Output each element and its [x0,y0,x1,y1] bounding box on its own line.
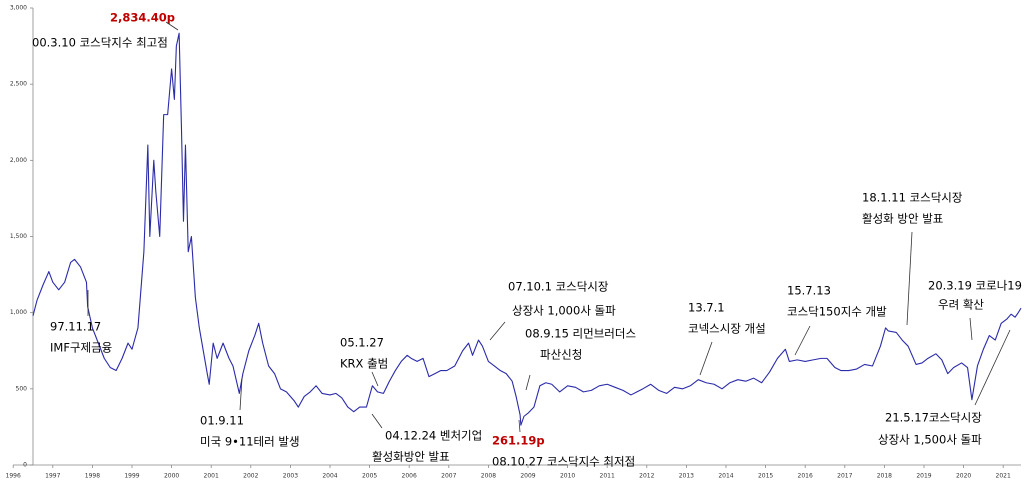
annotation-arrow [518,419,521,433]
index-line [32,32,1022,426]
annotation: 미국 9•11테러 발생 [200,435,300,449]
x-tick-label: 2010 [560,473,575,480]
annotation: 01.9.11 [200,414,244,428]
annotation: 261.19p [492,434,545,448]
x-tick-label: 2005 [362,473,377,480]
x-tick-label: 2006 [402,473,417,480]
x-tick-label: 2007 [441,473,456,480]
annotation: 08.9.15 리먼브러더스 [525,327,636,341]
annotation: 05.1.27 [340,336,384,350]
annotation: 13.7.1 [688,301,725,315]
y-tick-label: 500 [16,385,28,392]
y-tick-label: 1,500 [10,233,27,240]
annotation: 활성화 방안 발표 [862,212,943,226]
x-tick-label: 2011 [600,473,615,480]
x-tick-label: 2002 [243,473,258,480]
annotation-arrow [699,341,713,376]
x-tick-label: 1999 [124,473,139,480]
x-tick-label: 2012 [639,473,654,480]
annotation: 상장사 1,500사 돌파 [878,433,982,447]
y-tick-label: 3,000 [10,5,27,12]
x-tick-label: 1998 [85,473,100,480]
annotation-arrow [371,371,379,387]
annotation: IMF구제금융 [50,341,112,355]
annotation: 04.12.24 벤처기업 [385,429,482,443]
annotation: 08.10.27 코스닥지수 최저점 [492,455,635,469]
y-tick-label: 2,000 [10,157,27,164]
annotation: 2,834.40p [110,11,175,25]
annotation: 21.5.17코스닥시장 [885,411,982,425]
annotation-arrow [489,321,506,341]
annotation: 20.3.19 코로나19 [928,279,1022,293]
x-tick-label: 2003 [283,473,298,480]
annotation: 코스닥150지수 개발 [787,305,887,319]
x-tick-label: 2008 [481,473,496,480]
x-tick-label: 2019 [916,473,931,480]
annotation-arrow [906,231,913,326]
annotation: 18.1.11 코스닥시장 [862,191,963,205]
y-tick-label: 2,500 [10,81,27,88]
x-tick-label: 1996 [6,473,21,480]
y-tick-label: 1,000 [10,309,27,316]
annotation-arrow [165,21,179,31]
annotation-arrow [794,325,811,356]
annotation: 00.3.10 코스닥지수 최고점 [32,36,168,50]
x-tick-label: 2021 [996,473,1011,480]
x-tick-label: 2016 [798,473,813,480]
annotation: 파산신청 [540,348,582,362]
annotation-arrow [974,329,1011,406]
annotation: 코넥스시장 개설 [688,322,766,336]
annotation: 활성화방안 발표 [372,450,450,464]
x-tick-label: 2014 [718,473,733,480]
x-tick-label: 2015 [758,473,773,480]
y-tick-label: 0 [23,462,27,469]
annotation: 07.10.1 코스닥시장 [508,280,609,294]
annotation-arrow [371,413,383,429]
annotation: 97.11.17 [50,320,101,334]
x-tick-label: 2001 [204,473,219,480]
annotation-arrow [525,374,531,391]
annotation-arrow [239,377,243,411]
x-tick-label: 2020 [956,473,971,480]
annotation: 상장사 1,000사 돌파 [512,304,616,318]
x-tick-label: 2018 [877,473,892,480]
annotation: KRX 출범 [340,357,388,371]
annotation-arrow [969,317,973,341]
x-tick-label: 2000 [164,473,179,480]
annotation: 15.7.13 [787,284,831,298]
x-tick-label: 2009 [520,473,535,480]
x-tick-label: 2004 [322,473,337,480]
x-tick-label: 1997 [45,473,60,480]
x-tick-label: 2013 [679,473,694,480]
x-tick-label: 2017 [837,473,852,480]
annotation: 우려 확산 [938,298,984,312]
